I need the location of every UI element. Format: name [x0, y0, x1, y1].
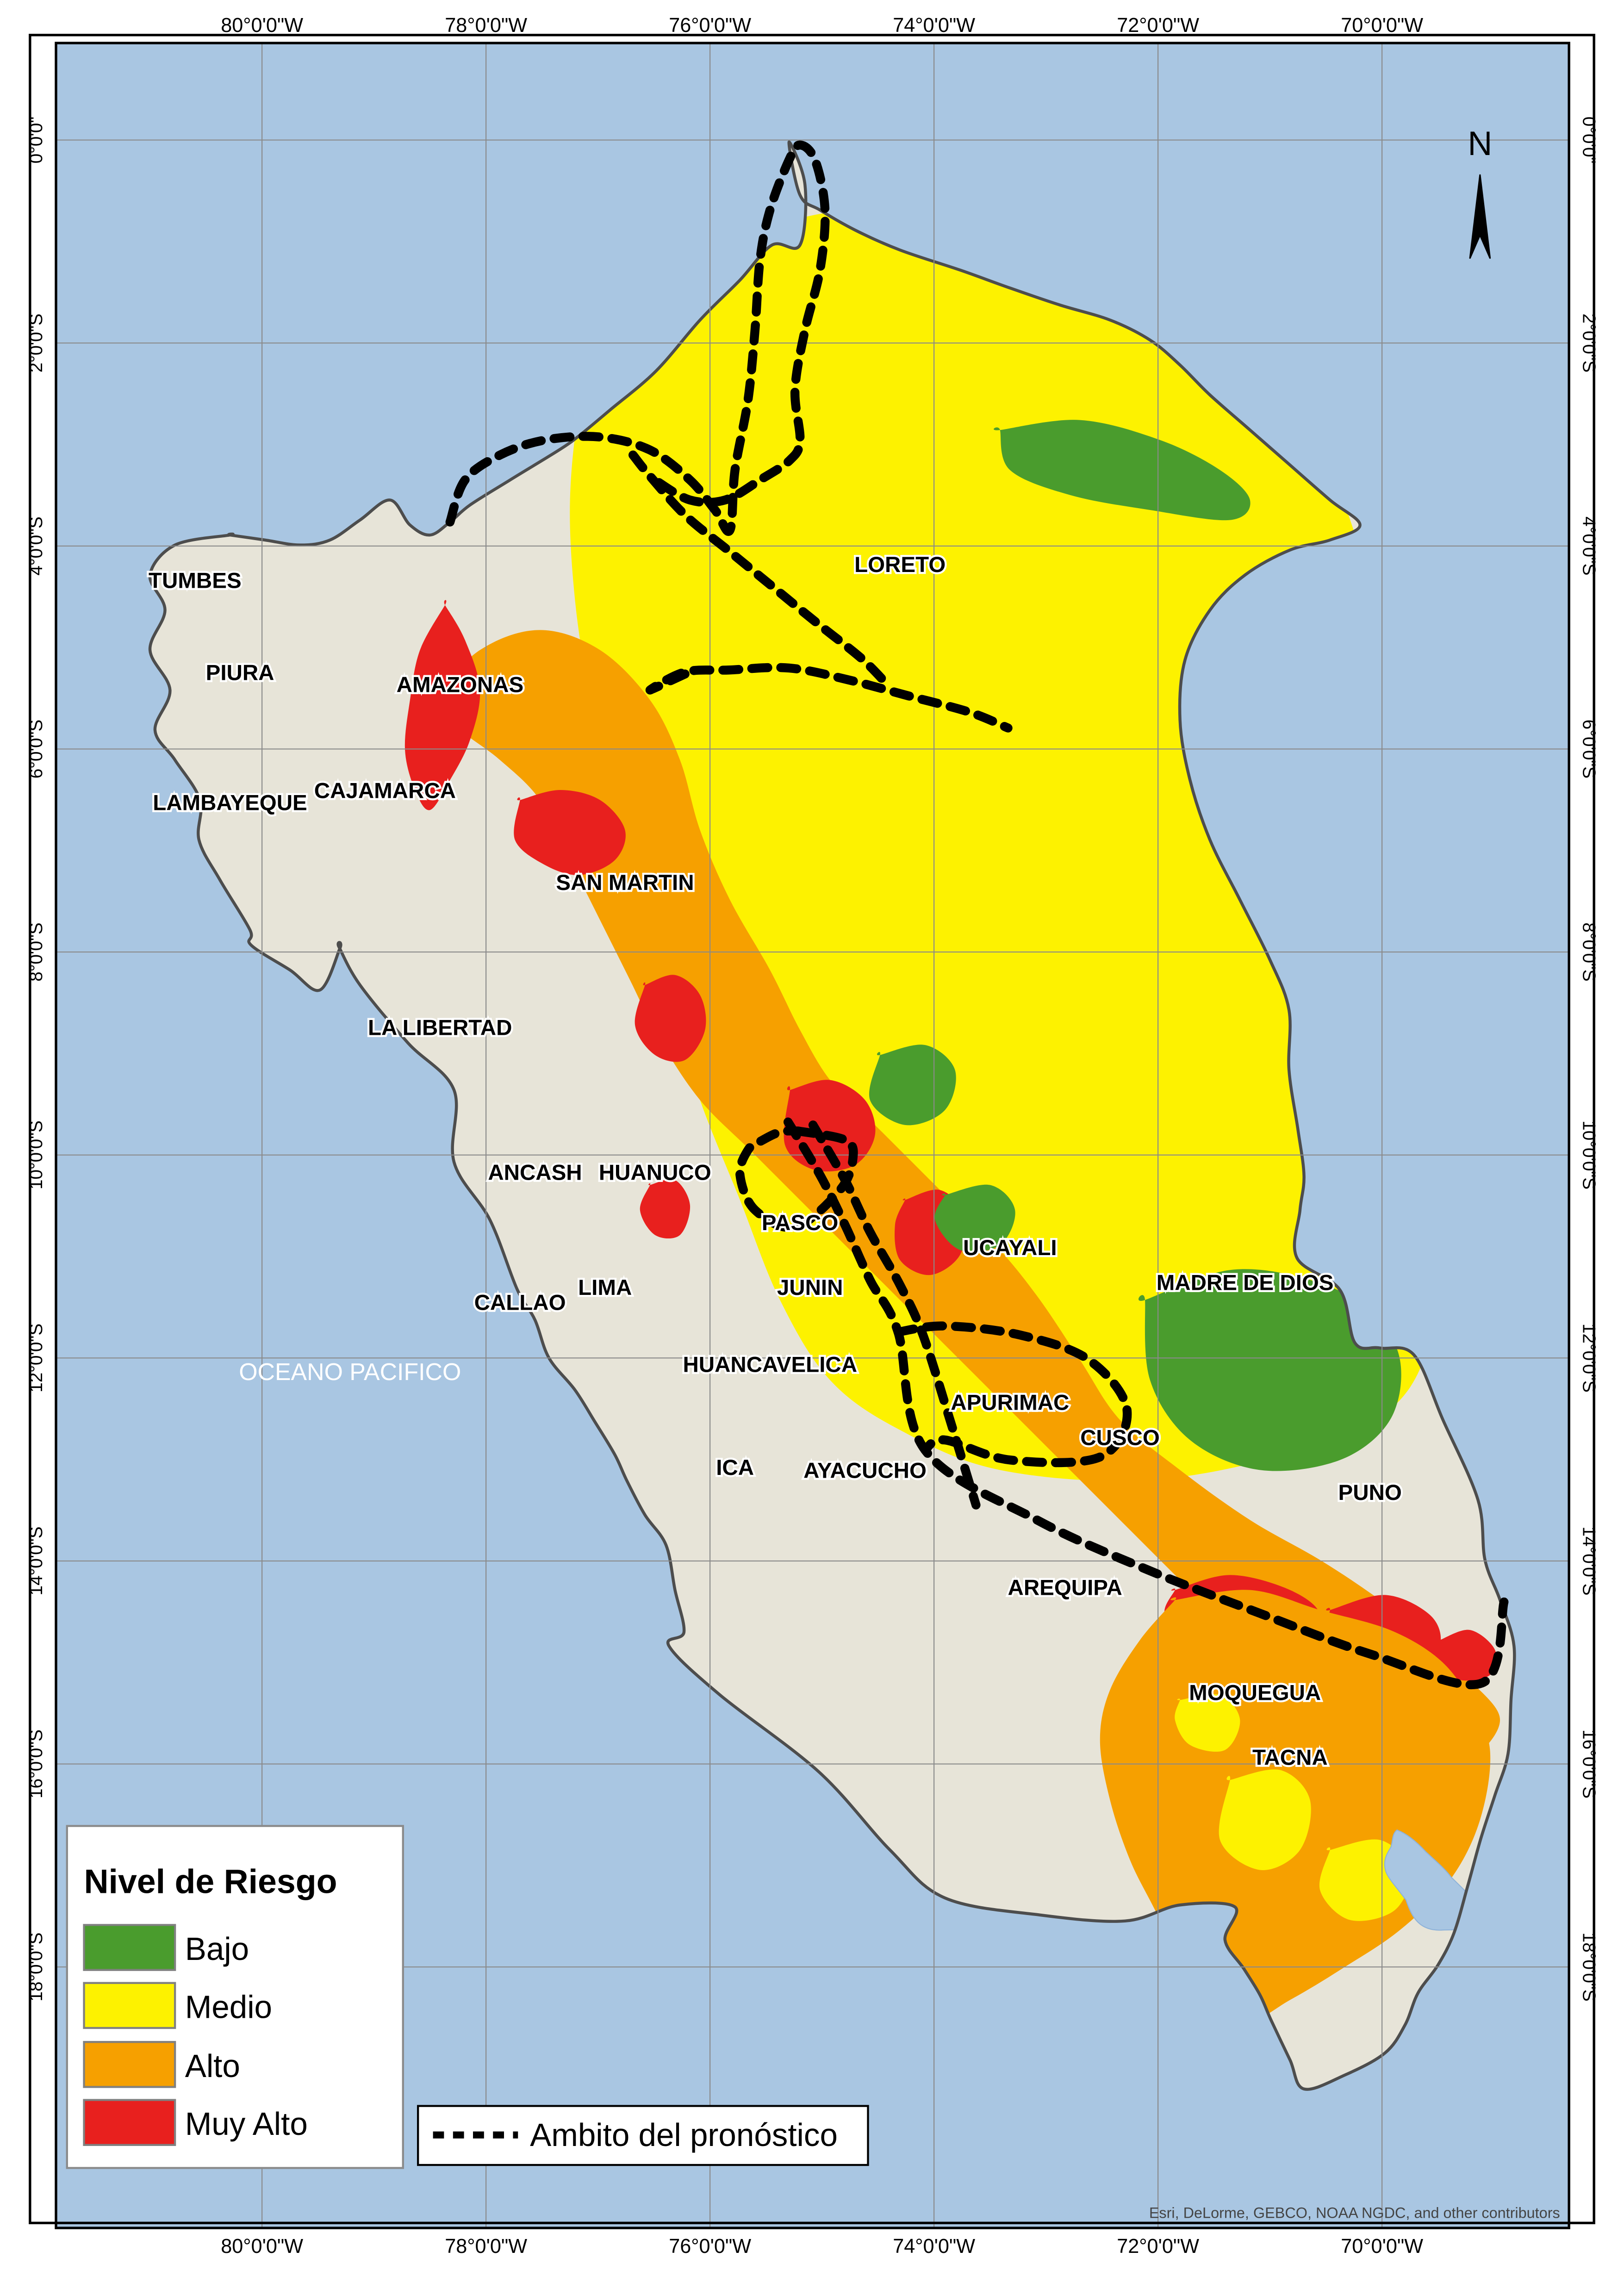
svg-text:LIMA: LIMA	[578, 1275, 632, 1300]
svg-text:4°0'0"S: 4°0'0"S	[1579, 516, 1599, 576]
svg-text:16°0'0"S: 16°0'0"S	[26, 1729, 46, 1798]
svg-text:PIURA: PIURA	[206, 660, 274, 685]
svg-text:10°0'0"S: 10°0'0"S	[1579, 1120, 1599, 1189]
svg-text:ANCASH: ANCASH	[488, 1161, 582, 1185]
svg-text:72°0'0"W: 72°0'0"W	[1117, 14, 1199, 37]
svg-text:0°0'0": 0°0'0"	[1579, 117, 1599, 164]
svg-text:OCEANO PACIFICO: OCEANO PACIFICO	[239, 1358, 461, 1385]
svg-text:TUMBES: TUMBES	[149, 569, 242, 593]
svg-text:78°0'0"W: 78°0'0"W	[445, 14, 527, 37]
svg-text:AREQUIPA: AREQUIPA	[1008, 1575, 1122, 1600]
svg-text:14°0'0"S: 14°0'0"S	[1579, 1526, 1599, 1595]
svg-text:74°0'0"W: 74°0'0"W	[893, 2235, 975, 2258]
svg-text:Bajo: Bajo	[185, 1931, 249, 1967]
svg-text:2°0'0"S: 2°0'0"S	[1579, 313, 1599, 373]
svg-text:12°0'0"S: 12°0'0"S	[26, 1324, 46, 1393]
svg-text:8°0'0"S: 8°0'0"S	[26, 922, 46, 982]
svg-text:PASCO: PASCO	[762, 1211, 838, 1235]
svg-text:78°0'0"W: 78°0'0"W	[445, 2235, 527, 2258]
svg-text:MOQUEGUA: MOQUEGUA	[1189, 1680, 1321, 1705]
svg-text:Ambito del pronóstico: Ambito del pronóstico	[530, 2117, 838, 2153]
svg-text:76°0'0"W: 76°0'0"W	[669, 2235, 751, 2258]
svg-text:10°0'0"S: 10°0'0"S	[26, 1120, 46, 1189]
svg-text:JUNIN: JUNIN	[777, 1275, 843, 1300]
svg-text:LAMBAYEQUE: LAMBAYEQUE	[153, 790, 307, 815]
svg-text:N: N	[1468, 124, 1492, 162]
svg-text:18°0'0"S: 18°0'0"S	[26, 1933, 46, 2002]
svg-text:8°0'0"S: 8°0'0"S	[1579, 922, 1599, 982]
svg-text:ICA: ICA	[716, 1455, 754, 1480]
svg-text:6°0'0"S: 6°0'0"S	[26, 720, 46, 779]
svg-text:CUSCO: CUSCO	[1080, 1425, 1160, 1450]
svg-text:Medio: Medio	[185, 1989, 272, 2025]
svg-text:Alto: Alto	[185, 2048, 240, 2084]
svg-text:12°0'0"S: 12°0'0"S	[1579, 1324, 1599, 1393]
svg-text:14°0'0"S: 14°0'0"S	[26, 1526, 46, 1595]
svg-text:CALLAO: CALLAO	[474, 1291, 566, 1315]
svg-text:16°0'0"S: 16°0'0"S	[1579, 1729, 1599, 1798]
svg-text:AMAZONAS: AMAZONAS	[397, 672, 524, 697]
svg-text:SAN MARTIN: SAN MARTIN	[556, 871, 694, 895]
svg-text:HUANUCO: HUANUCO	[599, 1161, 711, 1185]
svg-text:Nivel de Riesgo: Nivel de Riesgo	[84, 1862, 337, 1900]
svg-text:APURIMAC: APURIMAC	[951, 1391, 1069, 1415]
svg-text:PUNO: PUNO	[1338, 1480, 1402, 1505]
svg-text:74°0'0"W: 74°0'0"W	[893, 14, 975, 37]
svg-text:Muy Alto: Muy Alto	[185, 2106, 308, 2142]
svg-text:UCAYALI: UCAYALI	[963, 1236, 1057, 1260]
svg-text:70°0'0"W: 70°0'0"W	[1341, 2235, 1423, 2258]
svg-text:TACNA: TACNA	[1252, 1746, 1328, 1770]
svg-text:76°0'0"W: 76°0'0"W	[669, 14, 751, 37]
svg-text:2°0'0"S: 2°0'0"S	[26, 313, 46, 373]
svg-text:6°0'0"S: 6°0'0"S	[1579, 720, 1599, 779]
svg-text:80°0'0"W: 80°0'0"W	[221, 2235, 303, 2258]
svg-text:Esri, DeLorme, GEBCO, NOAA NGD: Esri, DeLorme, GEBCO, NOAA NGDC, and oth…	[1149, 2205, 1560, 2221]
svg-text:0°0'0": 0°0'0"	[26, 117, 46, 164]
svg-text:LORETO: LORETO	[854, 553, 946, 577]
svg-text:CAJAMARCA: CAJAMARCA	[314, 778, 456, 803]
svg-text:LA LIBERTAD: LA LIBERTAD	[368, 1015, 512, 1040]
svg-text:80°0'0"W: 80°0'0"W	[221, 14, 303, 37]
svg-text:72°0'0"W: 72°0'0"W	[1117, 2235, 1199, 2258]
svg-text:AYACUCHO: AYACUCHO	[803, 1459, 927, 1483]
svg-text:4°0'0"S: 4°0'0"S	[26, 516, 46, 576]
svg-text:HUANCAVELICA: HUANCAVELICA	[683, 1353, 857, 1377]
svg-text:MADRE DE DIOS: MADRE DE DIOS	[1157, 1270, 1334, 1295]
svg-text:18°0'0"S: 18°0'0"S	[1579, 1933, 1599, 2002]
svg-text:70°0'0"W: 70°0'0"W	[1341, 14, 1423, 37]
